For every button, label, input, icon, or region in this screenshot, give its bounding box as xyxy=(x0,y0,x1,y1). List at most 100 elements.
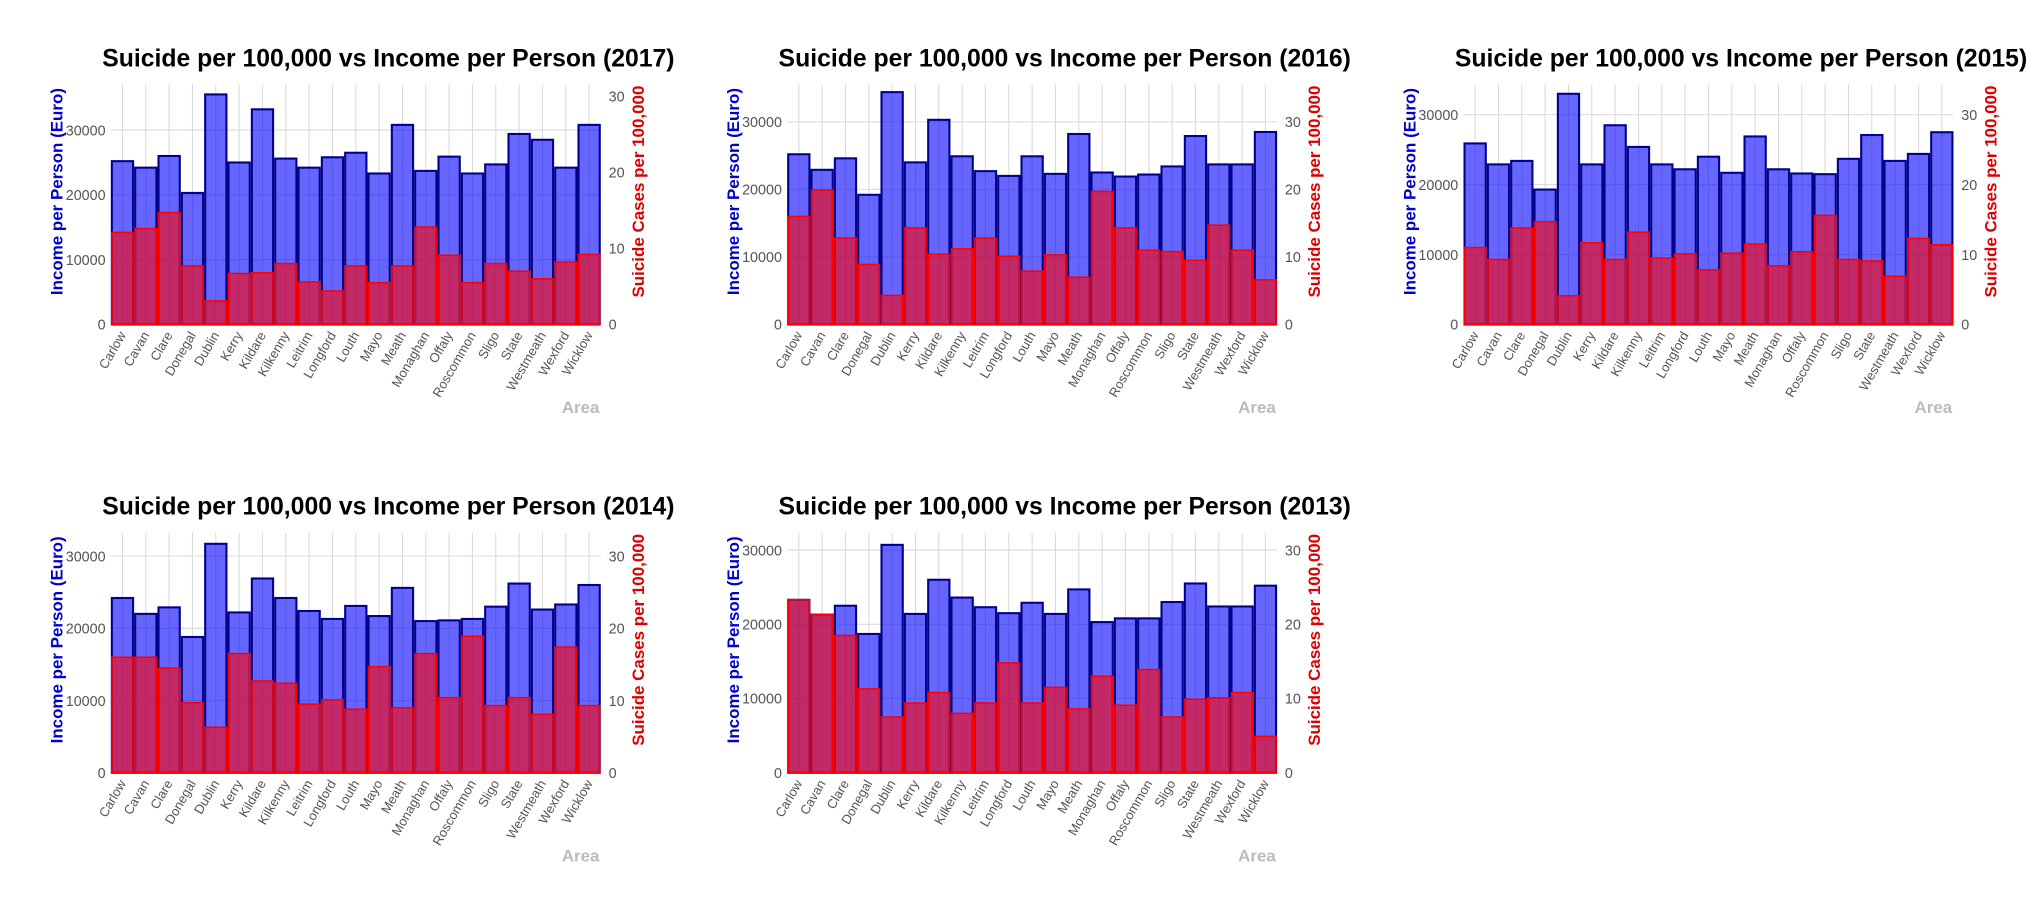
y-axis-title: Income per Person (Euro) xyxy=(1400,88,1419,295)
bar xyxy=(1650,257,1674,326)
y-tick-label: 10000 xyxy=(66,694,106,710)
bar xyxy=(227,652,251,774)
y-tick-label: 30000 xyxy=(66,549,106,565)
y2-tick-label: 30 xyxy=(1285,543,1301,559)
y2-tick-label: 30 xyxy=(609,89,625,105)
bar xyxy=(1207,224,1231,326)
bar xyxy=(274,682,298,774)
chart-title: Suicide per 100,000 vs Income per Person… xyxy=(1455,45,2027,72)
bar xyxy=(1720,252,1744,326)
y-axis-title: Income per Person (Euro) xyxy=(48,88,67,295)
bar xyxy=(1837,258,1860,326)
bar xyxy=(157,667,181,774)
bar xyxy=(554,261,578,326)
bar xyxy=(810,613,834,774)
bar xyxy=(1673,253,1697,326)
bar xyxy=(1603,258,1627,326)
y2-tick-label: 0 xyxy=(609,318,617,334)
bar xyxy=(880,294,904,326)
bar xyxy=(414,652,438,774)
bar xyxy=(904,227,927,326)
bar xyxy=(787,215,811,326)
bar xyxy=(1627,231,1650,326)
y-tick-label: 10000 xyxy=(742,250,782,266)
bar xyxy=(297,281,321,326)
bar xyxy=(1020,270,1044,326)
y2-tick-label: 20 xyxy=(1961,178,1977,194)
chart-panel: Suicide per 100,000 vs Income per Person… xyxy=(1400,45,2027,417)
bar xyxy=(1556,92,1581,326)
x-axis-title: Area xyxy=(562,846,600,865)
bar xyxy=(1230,249,1254,326)
bar xyxy=(1930,244,1954,326)
bar xyxy=(1090,190,1114,326)
bar xyxy=(531,278,554,326)
bar xyxy=(111,656,134,774)
bar xyxy=(1767,264,1790,326)
bar xyxy=(1184,259,1207,326)
bar xyxy=(297,703,321,774)
bar xyxy=(251,271,274,326)
y-tick-label: 0 xyxy=(98,318,106,334)
chart-title: Suicide per 100,000 vs Income per Person… xyxy=(102,494,674,521)
bar xyxy=(1254,735,1277,774)
bar xyxy=(1137,668,1161,774)
bar xyxy=(414,226,438,326)
bar xyxy=(484,704,508,774)
bar xyxy=(1020,702,1044,774)
bar xyxy=(111,231,134,326)
x-tick-label: Louth xyxy=(1009,777,1038,813)
bar xyxy=(834,634,857,774)
bar xyxy=(507,270,531,326)
x-axis-title: Area xyxy=(1238,846,1276,865)
bar xyxy=(577,704,601,774)
bar xyxy=(1067,276,1091,326)
y-tick-label: 20000 xyxy=(742,618,782,634)
bar xyxy=(950,712,974,774)
chart-panel: Suicide per 100,000 vs Income per Person… xyxy=(48,494,675,866)
bar xyxy=(134,656,158,774)
bar xyxy=(437,254,461,326)
bar xyxy=(1184,698,1207,774)
y2-axis-title: Suicide Cases per 100,000 xyxy=(629,86,648,298)
y-axis-title: Income per Person (Euro) xyxy=(724,536,743,743)
x-axis-title: Area xyxy=(1238,398,1276,417)
bar xyxy=(1114,227,1137,326)
y2-tick-label: 0 xyxy=(1961,318,1969,334)
y2-tick-label: 20 xyxy=(1285,183,1301,199)
x-tick-label: Louth xyxy=(333,777,362,813)
y2-tick-label: 20 xyxy=(609,165,625,181)
bar xyxy=(1790,251,1814,326)
bar xyxy=(1137,249,1161,326)
bar xyxy=(461,281,484,326)
y-tick-label: 30000 xyxy=(742,115,782,131)
bar xyxy=(834,237,857,326)
bar xyxy=(974,237,997,326)
y2-tick-label: 0 xyxy=(1285,766,1293,782)
bar xyxy=(787,599,811,774)
bar xyxy=(181,701,204,774)
y2-tick-label: 0 xyxy=(1285,318,1293,334)
x-tick-label: Louth xyxy=(1686,329,1715,365)
bar xyxy=(1533,220,1557,326)
bar xyxy=(554,646,578,774)
y2-axis-title: Suicide Cases per 100,000 xyxy=(1981,86,2000,298)
bar xyxy=(344,708,368,774)
bar xyxy=(1207,697,1231,774)
chart-panel: Suicide per 100,000 vs Income per Person… xyxy=(48,45,675,417)
y2-tick-label: 10 xyxy=(1285,692,1301,708)
bar xyxy=(204,300,228,326)
bar xyxy=(437,696,461,774)
bar xyxy=(531,713,554,774)
y2-tick-label: 10 xyxy=(1961,248,1977,264)
bar xyxy=(204,93,228,326)
y-tick-label: 0 xyxy=(774,318,782,334)
x-axis-title: Area xyxy=(1914,398,1952,417)
bar xyxy=(1090,675,1114,774)
bar xyxy=(321,290,344,326)
y-tick-label: 30000 xyxy=(66,123,106,139)
bar xyxy=(1254,279,1277,326)
bar xyxy=(344,265,368,326)
bar xyxy=(1743,243,1767,326)
